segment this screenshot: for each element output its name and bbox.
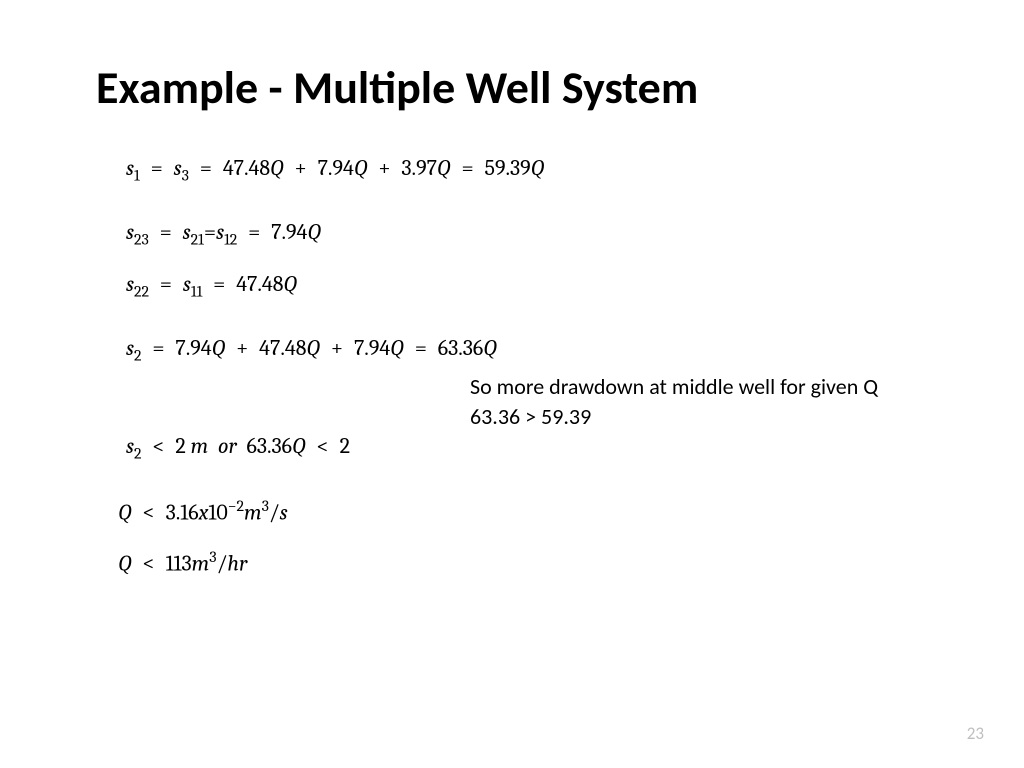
equation-s2-constraint: s2 < 2 m or 63.36Q < 2 — [126, 432, 934, 464]
equation-s22: s22 = s11 = 47.48Q — [126, 270, 934, 302]
equation-s2-sum: s2 = 7.94Q + 47.48Q + 7.94Q = 63.36Q — [126, 334, 934, 366]
equation-s1-s3: s1 = s3 = 47.48Q + 7.94Q + 3.97Q = 59.39… — [126, 154, 934, 186]
equation-q-scientific: Q < 3.16x10−2m3/s — [118, 496, 934, 527]
slide-title: Example - Multiple Well System — [96, 60, 934, 116]
equation-q-hourly: Q < 113m3/hr — [118, 547, 934, 578]
note-line-2: 63.36 > 59.39 — [470, 402, 878, 432]
equation-s23: s23 = s21=s12 = 7.94Q — [126, 218, 934, 250]
note-line-1: So more drawdown at middle well for give… — [470, 372, 878, 402]
page-number: 23 — [967, 723, 984, 744]
drawdown-note: So more drawdown at middle well for give… — [470, 372, 878, 431]
